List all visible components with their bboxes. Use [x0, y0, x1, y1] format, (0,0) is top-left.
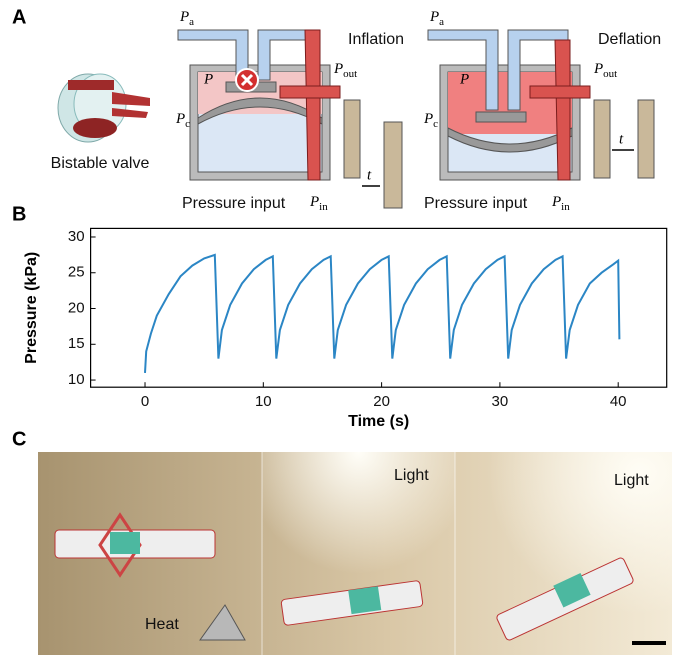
mode-label: Inflation [348, 31, 404, 48]
y-tick-label: 15 [68, 335, 85, 352]
symbol: t [367, 167, 372, 183]
chart: 10 15 20 25 30 0 10 20 30 40 Time (s) Pressure (kPa… [23, 228, 666, 430]
y-tick-label: 10 [68, 371, 85, 388]
photo-label: Light [614, 472, 649, 489]
symbol-p: P [593, 61, 603, 77]
symbol: Pa [179, 9, 194, 27]
subscript: c [185, 118, 190, 130]
subscript: a [439, 16, 444, 28]
symbol: Pout [333, 61, 357, 79]
symbol: t [619, 131, 624, 147]
figure: A B C Bistable valve Inflation Pa P Pc P… [0, 0, 676, 655]
symbol-p: P [551, 194, 561, 210]
panel-label: A [12, 6, 26, 28]
symbol: P [203, 71, 213, 87]
device-label: Bistable valve [51, 155, 150, 172]
panel-label: B [12, 203, 26, 225]
symbol-p: P [333, 61, 343, 77]
subscript: a [189, 16, 194, 28]
symbol: Pout [593, 61, 617, 79]
symbol-p: P [179, 9, 189, 25]
symbol-p: P [429, 9, 439, 25]
panel-label: C [12, 428, 26, 450]
symbol: P [459, 71, 469, 87]
x-tick-label: 0 [141, 393, 149, 410]
subscript: out [603, 68, 617, 80]
plot-frame [91, 228, 667, 387]
subscript: in [319, 201, 328, 213]
valve-deflation [428, 30, 654, 180]
y-tick-label: 25 [68, 264, 85, 281]
subscript: out [343, 68, 357, 80]
symbol: Pc [175, 111, 190, 129]
input-label: Pressure input [182, 195, 286, 212]
symbol-p: P [309, 194, 319, 210]
y-axis-title: Pressure (kPa) [23, 252, 40, 364]
subscript: c [433, 118, 438, 130]
symbol: Pin [309, 194, 328, 212]
x-tick-label: 40 [610, 393, 627, 410]
symbol-p: P [175, 111, 185, 127]
x-tick-label: 20 [373, 393, 390, 410]
mode-label: Deflation [598, 31, 661, 48]
symbol: Pa [429, 9, 444, 27]
symbol: Pin [551, 194, 570, 212]
x-tick-label: 10 [255, 393, 272, 410]
x-axis-title: Time (s) [348, 413, 409, 430]
device-icon [58, 74, 150, 142]
photo-label: Heat [145, 616, 179, 633]
data-line [145, 255, 619, 373]
photo-label: Light [394, 467, 429, 484]
input-label: Pressure input [424, 195, 528, 212]
symbol-p: P [423, 111, 433, 127]
x-tick-label: 30 [492, 393, 509, 410]
symbol: Pc [423, 111, 438, 129]
photo [38, 452, 672, 655]
subscript: in [561, 201, 570, 213]
y-tick-label: 20 [68, 299, 85, 316]
y-tick-label: 30 [68, 228, 85, 245]
